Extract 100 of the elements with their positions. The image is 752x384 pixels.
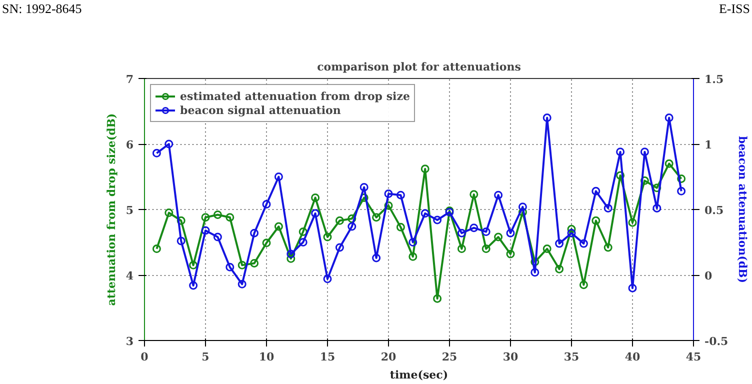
x-tick-label: 20 [380,350,396,364]
y-tick-label: 6 [126,138,134,152]
point [506,250,515,258]
point [189,281,198,290]
text: SN: 1992-8645 [2,0,82,18]
point [164,140,174,148]
y2-axis-title: beacon attenuation(dB) [736,136,750,284]
point [226,213,234,222]
point [640,176,649,185]
point [530,268,540,277]
point [286,254,296,263]
point [628,284,637,292]
y-tick-label: 5 [126,204,134,217]
point [433,216,442,224]
y2-tick-label: 1 [704,138,712,152]
point [348,222,356,231]
point [238,280,246,288]
y2-tick-label: 0.5 [704,204,724,217]
x-tick-label: 35 [564,350,580,364]
point [482,228,490,236]
x-tick-label: 0 [140,350,149,364]
point [238,260,246,270]
point [396,222,405,232]
point [433,294,442,303]
point [408,238,418,246]
point [262,238,271,248]
point [189,260,198,270]
point [311,209,320,218]
point [360,182,368,192]
x-axis-title: time(sec) [390,368,448,382]
legend-label: estimated attenuation from drop size [180,89,410,103]
y-tick-label: 7 [126,73,134,86]
point [592,186,600,196]
x-tick-label: 25 [442,350,458,364]
point [542,244,552,254]
point [579,280,588,290]
point [262,200,271,209]
point [652,204,662,212]
point [274,222,283,231]
x-tick-label: 10 [258,350,274,364]
point [616,171,625,180]
chart-title: comparison plot for attenuations [317,60,521,74]
legend-label: beacon signal attenuation [180,103,341,117]
point [494,232,503,242]
point [201,213,210,222]
x-tick-label: 30 [502,350,518,364]
y2-tick-label: -0.5 [704,335,728,348]
point [567,228,576,238]
point [298,228,308,236]
point [323,274,332,284]
text: E-ISS [718,0,750,18]
point [616,148,625,156]
point [335,216,344,225]
point [286,250,296,258]
y-axis-title: attenuation from drop size(dB) [104,113,118,306]
point [470,224,478,232]
point [396,190,405,200]
point [652,184,662,192]
point [518,202,527,212]
y2-tick-label: 1.5 [704,73,724,86]
point [494,190,503,200]
point [298,238,308,246]
point [470,190,478,199]
point [274,172,283,181]
point [213,210,222,219]
point [664,114,674,122]
point [457,244,466,254]
point [420,164,430,174]
point [213,232,222,242]
y-tick-label: 4 [126,270,134,282]
point [323,232,332,242]
point [408,252,418,261]
point [201,226,210,235]
point [250,258,259,268]
point [567,224,576,234]
point [482,244,490,254]
point [506,228,515,238]
point [628,218,637,227]
point [420,209,430,218]
point [348,214,356,223]
point [604,243,612,252]
point [335,243,344,252]
point [372,254,381,262]
point [555,239,564,248]
point [579,239,588,248]
point [372,213,381,222]
y-tick-label: 3 [126,335,134,348]
x-tick-label: 45 [686,350,702,364]
x-tick-label: 15 [320,350,336,364]
point [176,236,186,246]
point [250,228,259,238]
point [164,208,174,218]
point [384,190,393,198]
point [604,204,612,212]
point [555,264,564,274]
y2-tick-label: 0 [704,270,712,282]
point [592,216,600,225]
point [226,262,234,272]
point [311,193,320,202]
x-tick-label: 5 [202,350,210,364]
